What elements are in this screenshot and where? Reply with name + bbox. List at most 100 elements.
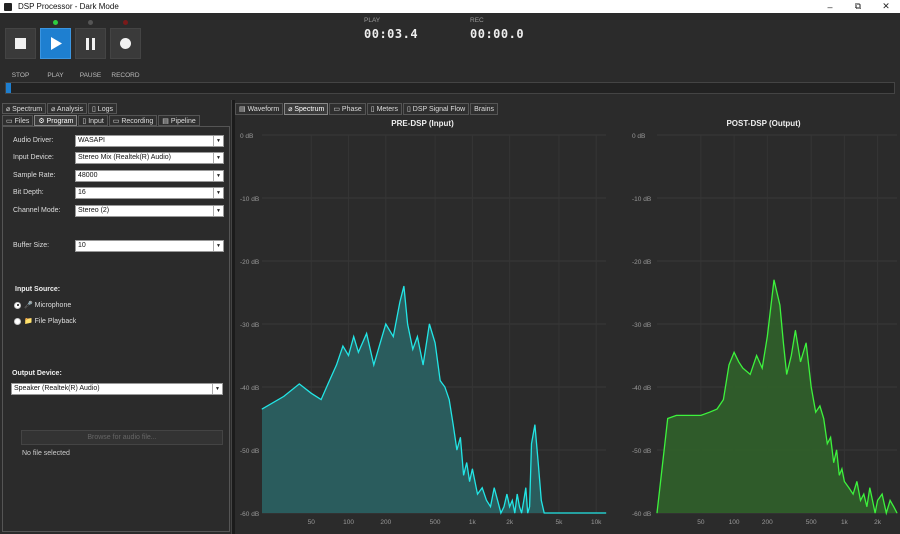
tab-icon: ⌀ xyxy=(51,106,57,113)
audio-driver-select[interactable]: WASAPI ▼ xyxy=(75,135,224,147)
spectrum-point xyxy=(860,500,861,501)
visualization-tab-row: ▤ Waveform ⌀ Spectrum ▭ Phase ▯ Meters ▯ DSP… xyxy=(235,103,499,115)
tab-analysis[interactable]: ⌀ Analysis xyxy=(47,103,87,114)
bit-depth-label: Bit Depth: xyxy=(13,189,44,196)
tab-logs[interactable]: ▯ Logs xyxy=(88,103,117,114)
spectrum-point xyxy=(656,512,658,514)
tab-spectrum[interactable]: ⌀ Spectrum xyxy=(284,103,329,115)
spectrum-point xyxy=(412,348,414,350)
bit-depth-value: 16 xyxy=(78,189,86,196)
bit-depth-select[interactable]: 16 ▼ xyxy=(75,187,224,199)
chevron-down-icon: ▼ xyxy=(213,171,223,181)
tab-files[interactable]: ▭ Files xyxy=(2,115,34,126)
spectrum-point xyxy=(399,301,401,303)
play-led-indicator xyxy=(53,20,58,25)
spectrum-point xyxy=(540,500,542,501)
channel-mode-label: Channel Mode: xyxy=(13,207,61,214)
spectrum-point xyxy=(800,361,801,363)
title-bar: DSP Processor - Dark Mode – ⧉ ✕ xyxy=(0,0,900,13)
spectrum-point xyxy=(283,396,285,397)
close-button[interactable]: ✕ xyxy=(882,1,890,11)
playback-progress-bar[interactable] xyxy=(5,82,895,94)
spectrum-point xyxy=(667,418,669,419)
radio-selected-icon xyxy=(14,301,21,309)
tab-input[interactable]: ▯ Input xyxy=(78,115,108,126)
pause-button[interactable] xyxy=(75,28,106,59)
input-device-label: Input Device: xyxy=(13,154,54,161)
spectrum-point xyxy=(766,336,768,337)
stop-button[interactable] xyxy=(5,28,36,59)
sample-rate-value: 48000 xyxy=(78,172,98,179)
tab-waveform[interactable]: ▤ Waveform xyxy=(235,103,284,115)
buffer-size-select[interactable]: 10 ▼ xyxy=(75,240,224,252)
spectrum-point xyxy=(486,500,487,501)
spectrum-point xyxy=(336,364,337,366)
spectrum-point xyxy=(511,500,513,501)
spectrum-point xyxy=(843,481,845,482)
file-playback-radio[interactable]: 📁 File Playback xyxy=(14,317,76,325)
tab-meters[interactable]: ▯ Meters xyxy=(366,103,402,115)
spectrum-point xyxy=(852,493,854,495)
spectrum-point xyxy=(841,468,843,470)
spectrum-plot-svg: 0 dB -10 dB -20 dB -30 dB -40 dB -50 dB -60 dB… xyxy=(240,133,607,526)
y-tick-label: -50 dB xyxy=(240,448,259,455)
sample-rate-select[interactable]: 48000 ▼ xyxy=(75,170,224,182)
spectrum-point xyxy=(723,399,724,400)
channel-mode-select[interactable]: Stereo (2) ▼ xyxy=(75,205,224,217)
play-button[interactable] xyxy=(40,28,71,59)
spectrum-point xyxy=(893,506,895,508)
tab-spectrum[interactable]: ⌀ Spectrum xyxy=(2,103,47,114)
y-tick-label: -30 dB xyxy=(632,322,651,329)
spectrum-point xyxy=(733,351,735,353)
spectrum-point xyxy=(877,500,878,501)
spectrum-point xyxy=(795,329,796,331)
browse-audio-file-button[interactable]: Browse for audio file... xyxy=(21,430,223,445)
maximize-button[interactable]: ⧉ xyxy=(854,1,862,11)
right-panel: ▤ Waveform ⌀ Spectrum ▭ Phase ▯ Meters ▯ DSP… xyxy=(235,100,900,534)
spectrum-point xyxy=(366,333,368,334)
tab-pipeline[interactable]: ▤ Pipeline xyxy=(158,115,200,126)
tab-phase[interactable]: ▭ Phase xyxy=(329,103,366,115)
tab-icon: ▯ xyxy=(370,106,377,113)
y-tick-label: -20 dB xyxy=(632,259,651,266)
play-icon xyxy=(50,37,62,50)
spectrum-point xyxy=(525,487,527,489)
y-tick-label: -20 dB xyxy=(240,259,259,266)
record-button[interactable] xyxy=(110,28,141,59)
spectrum-point xyxy=(529,506,531,508)
output-device-value: Speaker (Realtek(R) Audio) xyxy=(14,385,100,392)
spectrum-point xyxy=(728,364,730,366)
chevron-down-icon: ▼ xyxy=(213,206,223,216)
input-device-select[interactable]: Stereo Mix (Realtek(R) Audio) ▼ xyxy=(75,152,224,164)
x-tick-label: 500 xyxy=(430,519,441,526)
x-tick-label: 2k xyxy=(874,519,882,526)
buffer-size-value: 10 xyxy=(78,242,86,249)
spectrum-point xyxy=(549,512,550,514)
spectrum-point xyxy=(742,367,744,369)
output-device-select[interactable]: Speaker (Realtek(R) Audio) ▼ xyxy=(11,383,223,395)
spectrum-point xyxy=(500,512,502,514)
spectrum-point xyxy=(783,342,784,344)
spectrum-point xyxy=(676,414,677,416)
spectrum-point xyxy=(700,414,702,416)
tab-label: DSP Signal Flow xyxy=(412,106,466,113)
tab-recording[interactable]: ▭ Recording xyxy=(108,115,158,126)
spectrum-point xyxy=(481,487,483,489)
spectrum-point xyxy=(889,500,891,501)
spectrum-point xyxy=(830,437,831,438)
tab-program[interactable]: ⚙ Program xyxy=(34,115,78,126)
spectrum-point xyxy=(716,408,718,410)
spectrum-point xyxy=(523,500,525,501)
spectrum-point xyxy=(826,443,828,445)
sample-rate-label: Sample Rate: xyxy=(13,172,56,179)
tab-dsp-signal-flow[interactable]: ▯ DSP Signal Flow xyxy=(402,103,470,115)
microphone-radio[interactable]: 🎤 Microphone xyxy=(14,301,71,309)
tab-brains[interactable]: Brains xyxy=(470,103,499,115)
spectrum-area xyxy=(657,279,897,513)
minimize-button[interactable]: – xyxy=(827,1,833,12)
audio-driver-label: Audio Driver: xyxy=(13,137,54,144)
spectrum-point xyxy=(497,500,499,501)
spectrum-point xyxy=(493,487,495,489)
spectrum-point xyxy=(761,367,763,369)
y-tick-label: -10 dB xyxy=(632,196,651,203)
